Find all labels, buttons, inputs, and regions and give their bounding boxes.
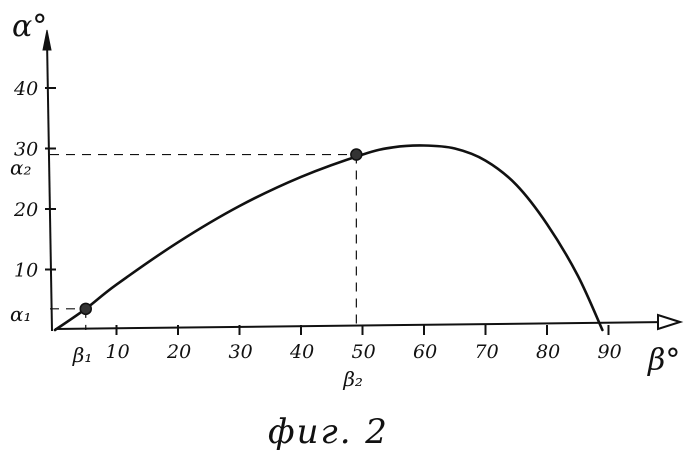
- marker-y-label: α₂: [10, 156, 32, 180]
- labels: 10203040506070809010203040β₁α₁β₂α₂: [10, 78, 622, 391]
- x-tick-label: 30: [229, 341, 253, 363]
- x-tick-label: 80: [536, 341, 560, 363]
- data-marker: [351, 149, 362, 160]
- x-tick-label: 90: [598, 341, 622, 363]
- x-tick-label: 10: [106, 341, 130, 363]
- y-axis-title: α°: [12, 9, 47, 44]
- x-tick-label: 20: [166, 341, 191, 363]
- y-axis: [47, 40, 52, 331]
- y-tick-label: 20: [13, 199, 38, 221]
- guides: [50, 155, 356, 330]
- figure-caption: фиг. 2: [268, 412, 389, 452]
- x-tick-label: 60: [413, 341, 437, 363]
- axes: [43, 30, 680, 331]
- x-tick-label: 50: [352, 341, 376, 363]
- marker-x-label: β₂: [342, 367, 363, 391]
- data-marker: [80, 303, 91, 314]
- x-tick-label: 40: [289, 341, 314, 363]
- x-axis-arrow: [658, 315, 680, 329]
- marker-y-label: α₁: [10, 302, 32, 326]
- data-curve: [55, 145, 602, 330]
- x-axis-title: β°: [647, 343, 680, 378]
- marker-x-label: β₁: [72, 343, 93, 367]
- y-tick-label: 40: [13, 78, 38, 100]
- markers: [80, 149, 362, 314]
- x-tick-label: 70: [475, 341, 499, 363]
- y-tick-label: 10: [14, 260, 38, 282]
- ticks: [45, 88, 609, 335]
